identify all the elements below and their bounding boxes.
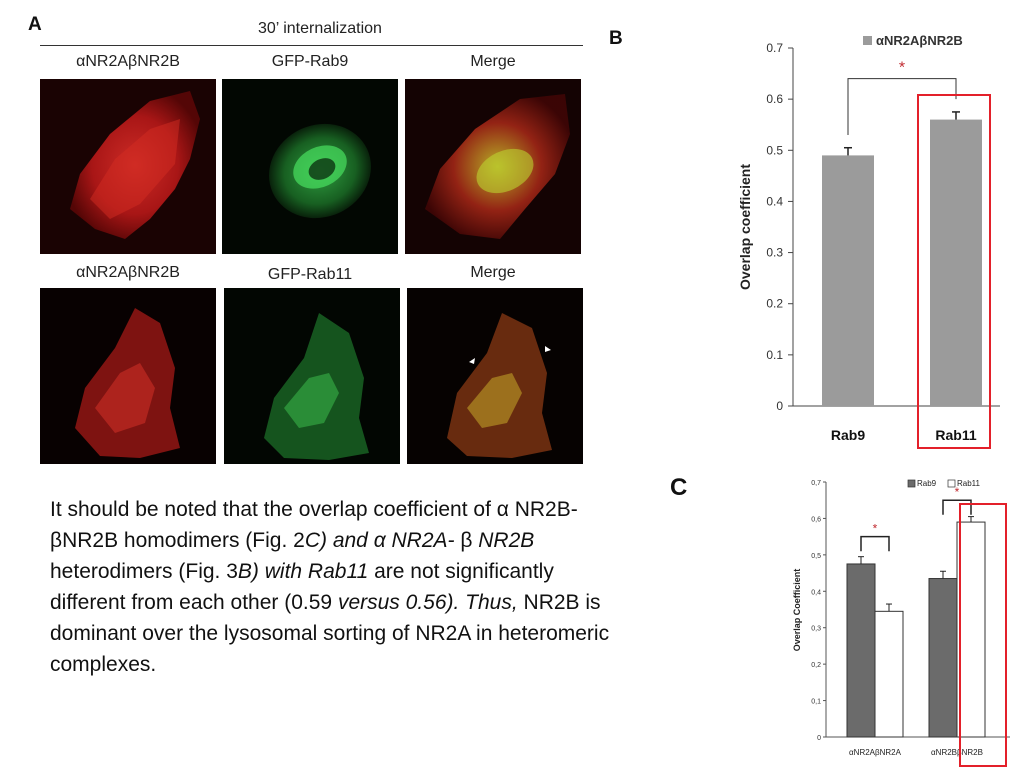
x-tick-label: αNR2AβNR2A [849,748,902,757]
significance-star: * [955,485,960,499]
panel-b-letter: B [609,28,623,49]
panel-a-letter: A [28,14,42,35]
micrograph-nr2a-nr2b-rab11 [40,288,216,464]
panel-c-letter: C [670,474,688,501]
y-tick-label: 0,3 [811,626,821,633]
chart-b: 0 0.1 0.2 0.3 0.4 0.5 0.6 0.7 Overlap coefficien… [737,33,1000,449]
y-axis-label: Overlap coefficient [737,164,753,290]
y-tick-label: 0.1 [766,348,783,362]
highlight-box [917,94,991,449]
row1-label-col2: GFP-Rab9 [271,53,349,70]
legend-label: αNR2AβNR2B [876,33,963,48]
row2-label-col2: GFP-Rab11 [267,266,353,283]
legend-swatch [863,36,872,45]
bar [928,578,958,738]
y-tick-label: 0.4 [766,194,783,208]
y-tick-label: 0.3 [766,246,783,260]
panel-a-header: 30’ internalization [258,20,382,37]
arrowhead-icon-left [469,358,475,364]
bar [930,119,982,406]
legend-label-rab11: Rab11 [957,479,981,488]
panel-a-header-rule [40,45,583,46]
y-tick-label: 0.7 [766,41,783,55]
y-tick-label: 0.5 [766,143,783,157]
significance-star: * [899,60,905,77]
para-s6: B) with Rab11 [237,560,369,583]
significance-bracket [942,499,972,515]
bar [822,155,874,406]
y-tick-label: 0,6 [811,516,821,523]
legend-swatch-rab9 [907,479,916,488]
y-tick-label: 0 [776,399,783,413]
row1-label-col1: αNR2AβNR2B [76,53,180,70]
row2-label-col1: αNR2AβNR2B [76,264,180,281]
legend-label-rab9: Rab9 [917,479,937,488]
significance-bracket [847,78,957,135]
micrograph-merge-rab11 [407,288,583,464]
y-axis-label: Overlap Coefficient [792,569,802,652]
significance-star: * [873,522,878,536]
y-tick-label: 0.6 [766,92,783,106]
para-s3: β [454,529,479,552]
micrograph-merge-rab9 [405,79,581,254]
y-tick-label: 0,4 [811,589,821,596]
x-tick-label: Rab11 [935,427,976,443]
row2-label-col3: Merge [470,264,516,281]
row1-label-col3: Merge [470,53,516,70]
bar [846,563,876,738]
legend-swatch-rab11 [947,479,956,488]
para-s2: C) and α NR2A- [304,529,455,552]
y-tick-label: 0,7 [811,480,821,487]
y-tick-label: 0.2 [766,297,783,311]
para-s8: versus 0.56). Thus, [337,591,518,614]
para-s9: NR2B is dominant over the lysosomal sort… [50,591,610,676]
y-tick-label: 0,5 [811,553,821,560]
y-tick-label: 0,2 [811,662,821,669]
arrowhead-icon-right [545,346,551,352]
significance-bracket [860,535,890,552]
x-tick-label: αNR2BβNR2B [931,748,983,757]
para-s4: NR2B [478,529,535,552]
y-tick-label: 0,1 [811,699,821,706]
micrograph-gfp-rab9 [222,79,398,254]
x-tick-label: Rab9 [831,427,865,443]
body-paragraph: It should be noted that the overlap coef… [50,494,635,680]
highlight-box [959,503,1007,767]
bar [874,610,904,738]
bar [956,521,986,738]
chart-c: 0 0,1 0,2 0,3 0,4 0,5 0,6 0,7 Overlap Coefficien… [792,479,1010,767]
para-s5: heterodimers (Fig. 3 [50,560,238,583]
para-s7: are not significantly different from eac… [50,560,554,614]
micrograph-gfp-rab11 [224,288,400,464]
micrograph-nr2a-nr2b-rab9 [40,79,216,254]
para-s1: It should be noted that the overlap coef… [50,498,578,552]
y-tick-label: 0 [817,735,821,742]
